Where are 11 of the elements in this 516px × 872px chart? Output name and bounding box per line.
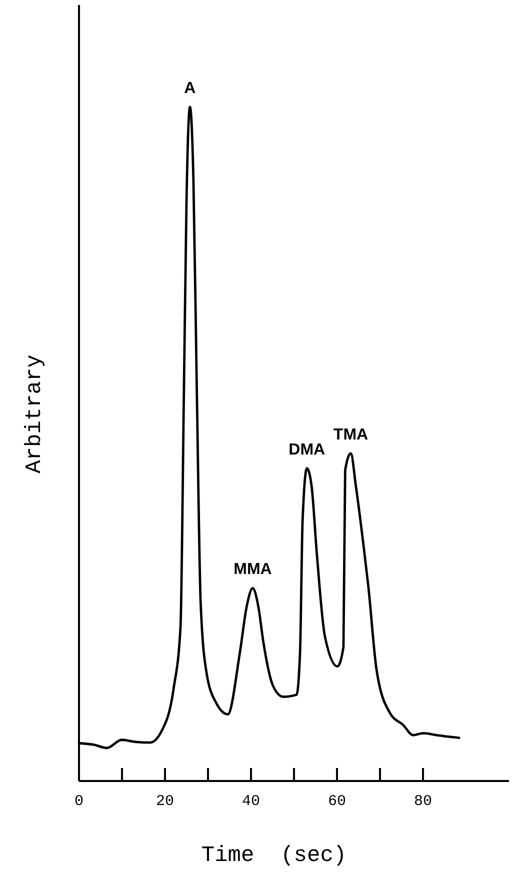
x-tick-label: 60 xyxy=(328,793,346,810)
x-tick-label: 40 xyxy=(242,793,260,810)
annotation: TMA xyxy=(333,426,369,444)
annotation: MMA xyxy=(234,561,272,578)
y-axis-title: Arbitrary xyxy=(22,354,47,474)
x-tick-label: 20 xyxy=(156,793,174,810)
x-axis-title: Time (sec) xyxy=(201,843,347,868)
x-tick-label: 0 xyxy=(74,793,84,810)
annotation: A xyxy=(184,80,196,97)
annotation: DMA xyxy=(288,441,326,458)
x-tick-label: 80 xyxy=(414,793,432,810)
